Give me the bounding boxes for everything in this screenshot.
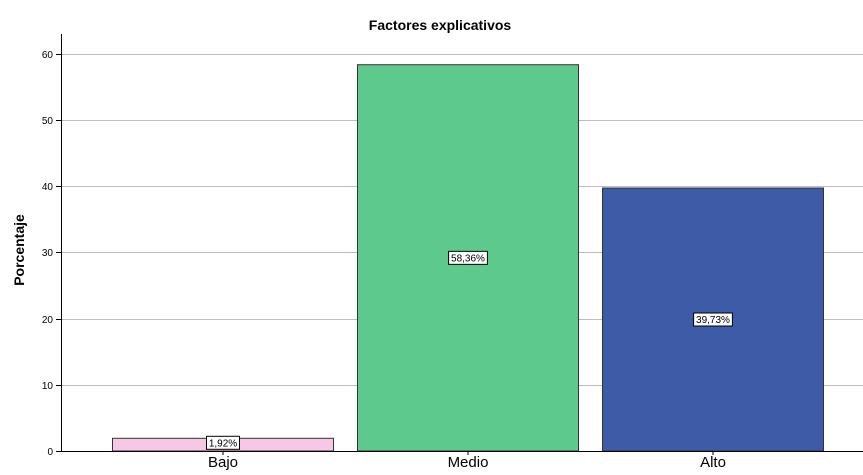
y-tick-label: 20 (42, 315, 54, 326)
data-label-box (206, 435, 240, 450)
data-label-box (693, 312, 733, 327)
chart-title: Factores explicativos (369, 17, 512, 33)
y-tick-label: 30 (42, 248, 54, 259)
y-tick-label: 50 (42, 116, 54, 127)
bars: 1,92% 58,36% 39,73% (112, 64, 824, 452)
data-label: 58,36% (451, 253, 485, 264)
y-axis-label: Porcentaje (11, 214, 27, 286)
x-tick-label: Alto (700, 454, 726, 471)
y-tick-label: 10 (42, 381, 54, 392)
x-tick-label: Bajo (208, 454, 238, 471)
y-tick-label: 0 (47, 447, 53, 458)
data-label: 1,92% (209, 438, 237, 449)
y-tick-label: 60 (42, 50, 54, 61)
axes: 0 10 20 30 40 50 60 Bajo Medio Alto (42, 34, 863, 471)
data-label-box (448, 250, 488, 265)
data-label: 39,73% (696, 315, 730, 326)
x-tick-label: Medio (448, 454, 489, 471)
y-tick-label: 40 (42, 182, 54, 193)
